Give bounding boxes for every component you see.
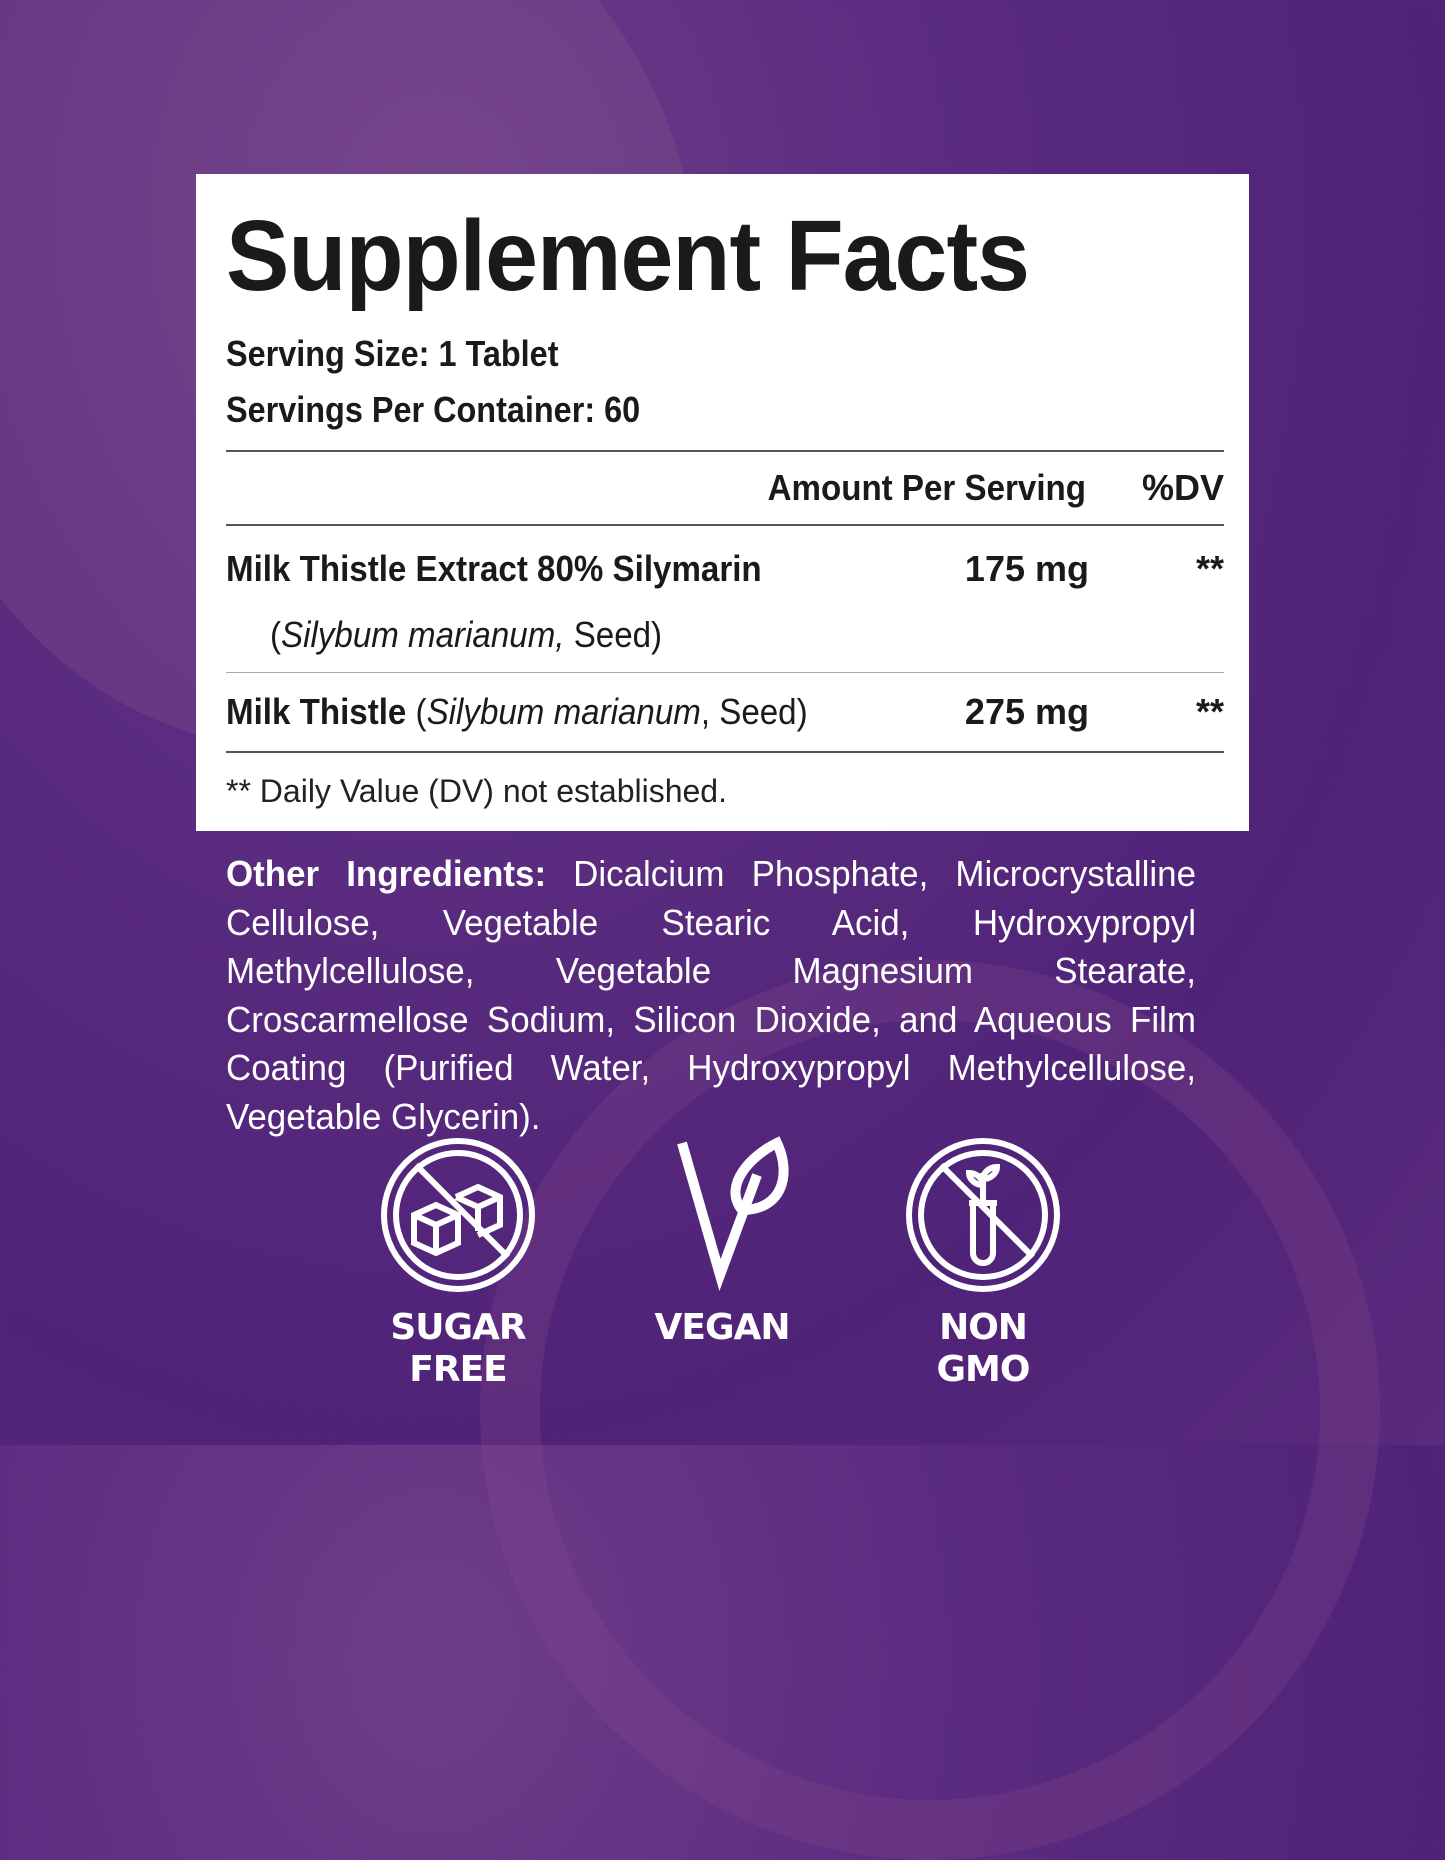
badge-line1: SUGAR: [390, 1307, 526, 1348]
ingredient-dv: **: [1195, 548, 1224, 589]
badge-non-gmo: NON GMO: [883, 1135, 1083, 1391]
ingredient-amount: 275 mg: [964, 691, 1089, 732]
badge-line1: NON: [939, 1307, 1028, 1348]
other-ingredients: Other Ingredients: Dicalcium Phosphate, …: [226, 853, 1196, 1137]
no-sugar-cubes-icon: [381, 1138, 535, 1292]
vegan-leaf-icon: [677, 1136, 789, 1292]
serving-size: Serving Size: 1 Tablet: [226, 333, 559, 374]
divider: [226, 672, 1224, 673]
footnote: ** Daily Value (DV) not established.: [226, 773, 727, 809]
ingredient-name: Milk Thistle Extract 80% Silymarin: [226, 548, 762, 589]
panel-title: Supplement Facts: [226, 200, 1030, 312]
ingredient-name: Milk Thistle (Silybum marianum, Seed): [226, 691, 808, 732]
badge-line2: GMO: [936, 1349, 1031, 1390]
table-row: Milk Thistle Extract 80% Silymarin (Sily…: [226, 548, 1224, 672]
badge-line2: FREE: [409, 1349, 508, 1390]
divider: [226, 524, 1224, 526]
supplement-facts-panel: Supplement Facts Serving Size: 1 Tablet …: [196, 174, 1249, 831]
badge-line1: VEGAN: [654, 1307, 791, 1348]
table-row: Milk Thistle (Silybum marianum, Seed) 27…: [226, 673, 1224, 751]
ingredient-source: (Silybum marianum, Seed): [270, 614, 663, 655]
servings-per-container: Servings Per Container: 60: [226, 389, 641, 430]
table-header: Amount Per Serving %DV: [226, 452, 1224, 524]
badge-vegan: VEGAN: [622, 1135, 822, 1349]
divider: [226, 751, 1224, 753]
dv-header: %DV: [1141, 467, 1224, 508]
no-gmo-test-tube-icon: [906, 1138, 1060, 1292]
ingredient-amount: 175 mg: [964, 548, 1089, 589]
divider: [226, 450, 1224, 452]
amount-header: Amount Per Serving: [767, 467, 1086, 508]
badge-sugar-free: SUGAR FREE: [358, 1135, 558, 1391]
ingredient-dv: **: [1195, 691, 1224, 732]
